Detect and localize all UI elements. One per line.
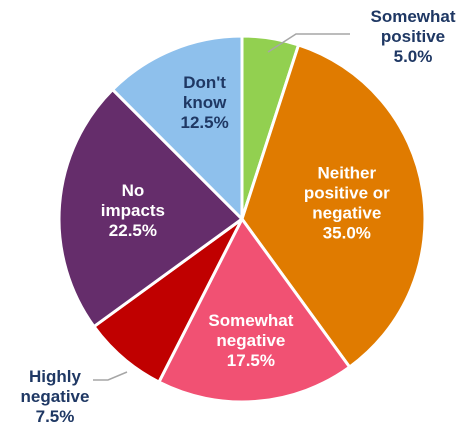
slice-value: 5.0% bbox=[394, 47, 433, 66]
slice-label: Somewhat positive 5.0% bbox=[370, 7, 455, 66]
pie-slice bbox=[57, 88, 244, 329]
slice-label-line: know bbox=[183, 93, 227, 112]
pie-slices bbox=[57, 34, 427, 404]
slice-value: 35.0% bbox=[323, 223, 371, 242]
leader-lines bbox=[93, 33, 350, 381]
slice-label-line: negative bbox=[21, 387, 90, 406]
leader-line bbox=[93, 371, 128, 381]
slice-label-line: Highly bbox=[29, 367, 81, 386]
slice-label-line: Somewhat bbox=[208, 311, 293, 330]
slice-value: 7.5% bbox=[36, 407, 75, 426]
slice-label-line: positive bbox=[381, 27, 445, 46]
slice-label: No impacts 22.5% bbox=[101, 181, 165, 240]
slice-label: Don't know 12.5% bbox=[180, 73, 228, 132]
pie-slice bbox=[111, 34, 244, 221]
pie-slice bbox=[240, 43, 427, 369]
slice-label-line: impacts bbox=[101, 201, 165, 220]
slice-label: Neither positive or negative 35.0% bbox=[304, 163, 390, 242]
slice-label: Somewhat negative 17.5% bbox=[208, 311, 293, 370]
slice-value: 17.5% bbox=[227, 351, 275, 370]
slice-label-line: positive or bbox=[304, 183, 390, 202]
slice-label-line: Don't bbox=[183, 73, 226, 92]
slice-label-line: negative bbox=[312, 203, 381, 222]
slice-value: 12.5% bbox=[180, 113, 228, 132]
pie-slice bbox=[157, 217, 352, 404]
slice-label-line: Somewhat bbox=[370, 7, 455, 26]
slice-label-line: No bbox=[122, 181, 145, 200]
slice-value: 22.5% bbox=[109, 221, 157, 240]
slice-label: Highly negative 7.5% bbox=[21, 367, 90, 426]
slice-labels: Somewhat positive 5.0%Neither positive or ne… bbox=[21, 7, 456, 426]
slice-label-line: negative bbox=[216, 331, 285, 350]
leader-line bbox=[267, 33, 350, 53]
slice-label-line: Neither bbox=[318, 163, 377, 182]
